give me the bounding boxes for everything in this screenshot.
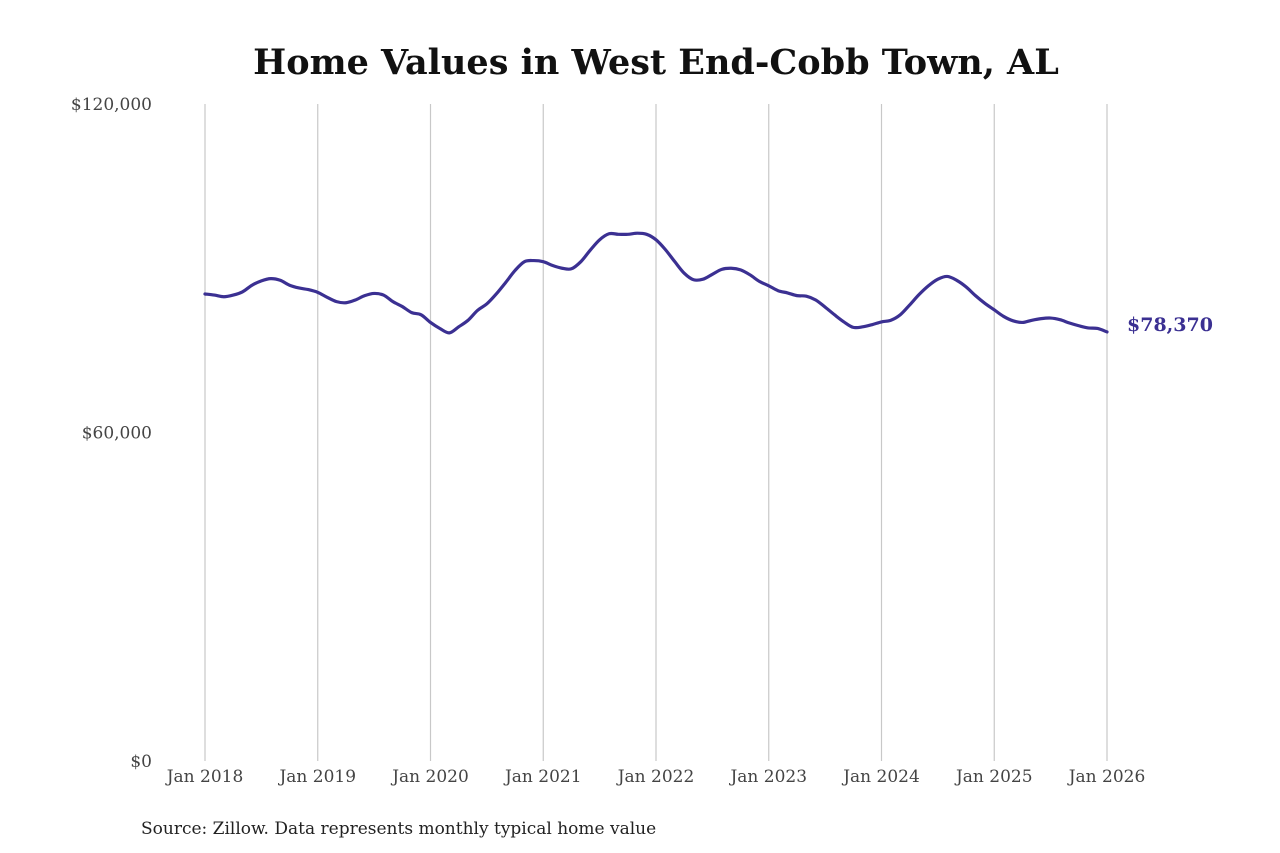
x-tick-label: Jan 2021 bbox=[503, 767, 582, 787]
y-tick-label: $60,000 bbox=[82, 424, 152, 444]
x-axis-tick-labels: Jan 2018 Jan 2019 Jan 2020 Jan 2021 Jan 2022… bbox=[165, 767, 1146, 787]
latest-value-label: $78,370 bbox=[1127, 314, 1213, 336]
x-tick-label: Jan 2019 bbox=[277, 767, 356, 787]
x-tick-label: Jan 2025 bbox=[954, 767, 1033, 787]
chart-title: Home Values in West End-Cobb Town, AL bbox=[253, 42, 1059, 83]
x-tick-label: Jan 2018 bbox=[165, 767, 244, 787]
x-tick-label: Jan 2020 bbox=[390, 767, 469, 787]
home-value-line bbox=[203, 231, 1109, 335]
y-tick-label: $0 bbox=[130, 752, 152, 772]
y-tick-label: $120,000 bbox=[71, 95, 152, 115]
x-tick-label: Jan 2024 bbox=[841, 767, 920, 787]
x-tick-label: Jan 2023 bbox=[728, 767, 807, 787]
x-tick-label: Jan 2026 bbox=[1067, 767, 1146, 787]
x-tick-label: Jan 2022 bbox=[616, 767, 695, 787]
y-axis-tick-labels: $0 $60,000 $120,000 bbox=[71, 95, 152, 772]
source-note: Source: Zillow. Data represents monthly … bbox=[141, 819, 656, 839]
vertical-gridlines bbox=[204, 104, 1108, 761]
